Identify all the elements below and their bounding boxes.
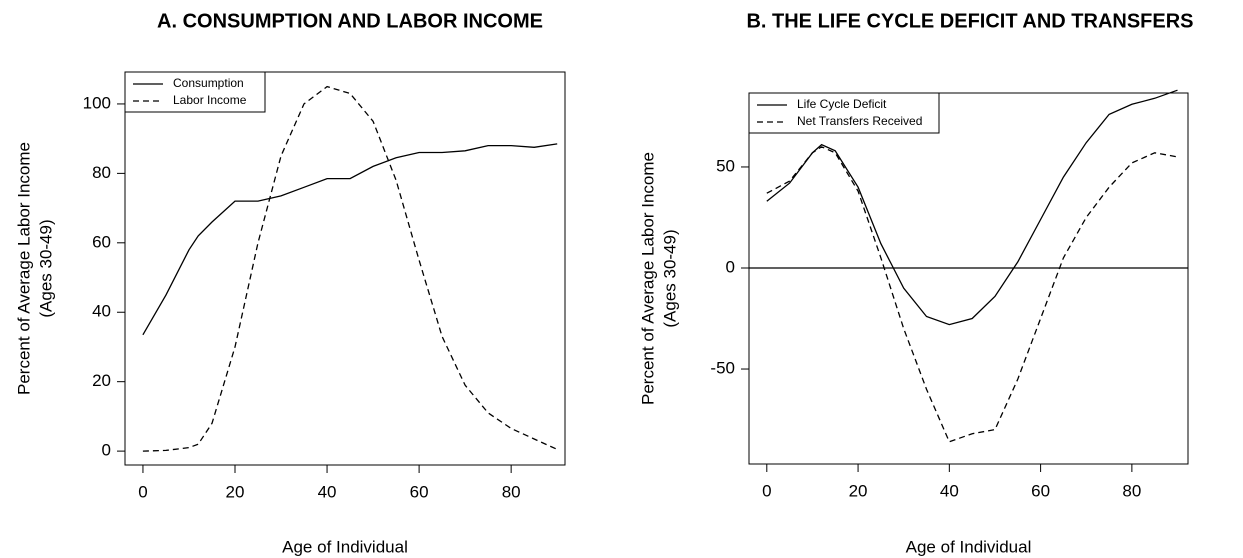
y-tick-label: 0 <box>102 441 111 460</box>
legend-label: Life Cycle Deficit <box>797 97 887 111</box>
y-tick-label: -50 <box>710 359 735 378</box>
y-tick-label: 20 <box>92 371 111 390</box>
series-line <box>142 143 558 336</box>
y-axis-label: (Ages 30-49) <box>660 229 679 327</box>
chart-title: B. THE LIFE CYCLE DEFICIT AND TRANSFERS <box>746 10 1193 32</box>
x-tick-label: 0 <box>138 482 147 501</box>
legend-label: Labor Income <box>173 93 247 107</box>
series-line <box>142 85 558 452</box>
x-tick-label: 80 <box>1122 481 1141 500</box>
x-tick-label: 0 <box>762 481 771 500</box>
y-tick-label: 100 <box>83 93 111 112</box>
x-tick-label: 40 <box>318 482 337 501</box>
x-tick-label: 20 <box>226 482 245 501</box>
chart-title: A. CONSUMPTION AND LABOR INCOME <box>157 10 543 32</box>
y-tick-label: 40 <box>92 302 111 321</box>
x-tick-label: 40 <box>940 481 959 500</box>
y-tick-label: 60 <box>92 232 111 251</box>
x-tick-label: 80 <box>502 482 521 501</box>
legend-label: Consumption <box>173 76 244 90</box>
x-axis-label: Age of Individual <box>906 537 1032 556</box>
x-tick-label: 60 <box>410 482 429 501</box>
y-tick-label: 80 <box>92 163 111 182</box>
legend-box <box>748 92 940 134</box>
plot-frame <box>124 71 566 466</box>
y-tick-label: 0 <box>726 257 735 276</box>
y-axis-label: (Ages 30-49) <box>36 219 55 317</box>
legend-box <box>124 71 266 113</box>
legend-label: Net Transfers Received <box>797 114 922 128</box>
y-axis-label: Percent of Average Labor Income <box>638 152 657 405</box>
x-tick-label: 60 <box>1031 481 1050 500</box>
series-line <box>766 146 1178 443</box>
x-tick-label: 20 <box>849 481 868 500</box>
x-axis-label: Age of Individual <box>282 537 408 556</box>
plot-frame <box>748 92 1189 465</box>
series-line <box>766 89 1178 326</box>
y-tick-label: 50 <box>716 156 735 175</box>
y-axis-label: Percent of Average Labor Income <box>14 142 33 395</box>
